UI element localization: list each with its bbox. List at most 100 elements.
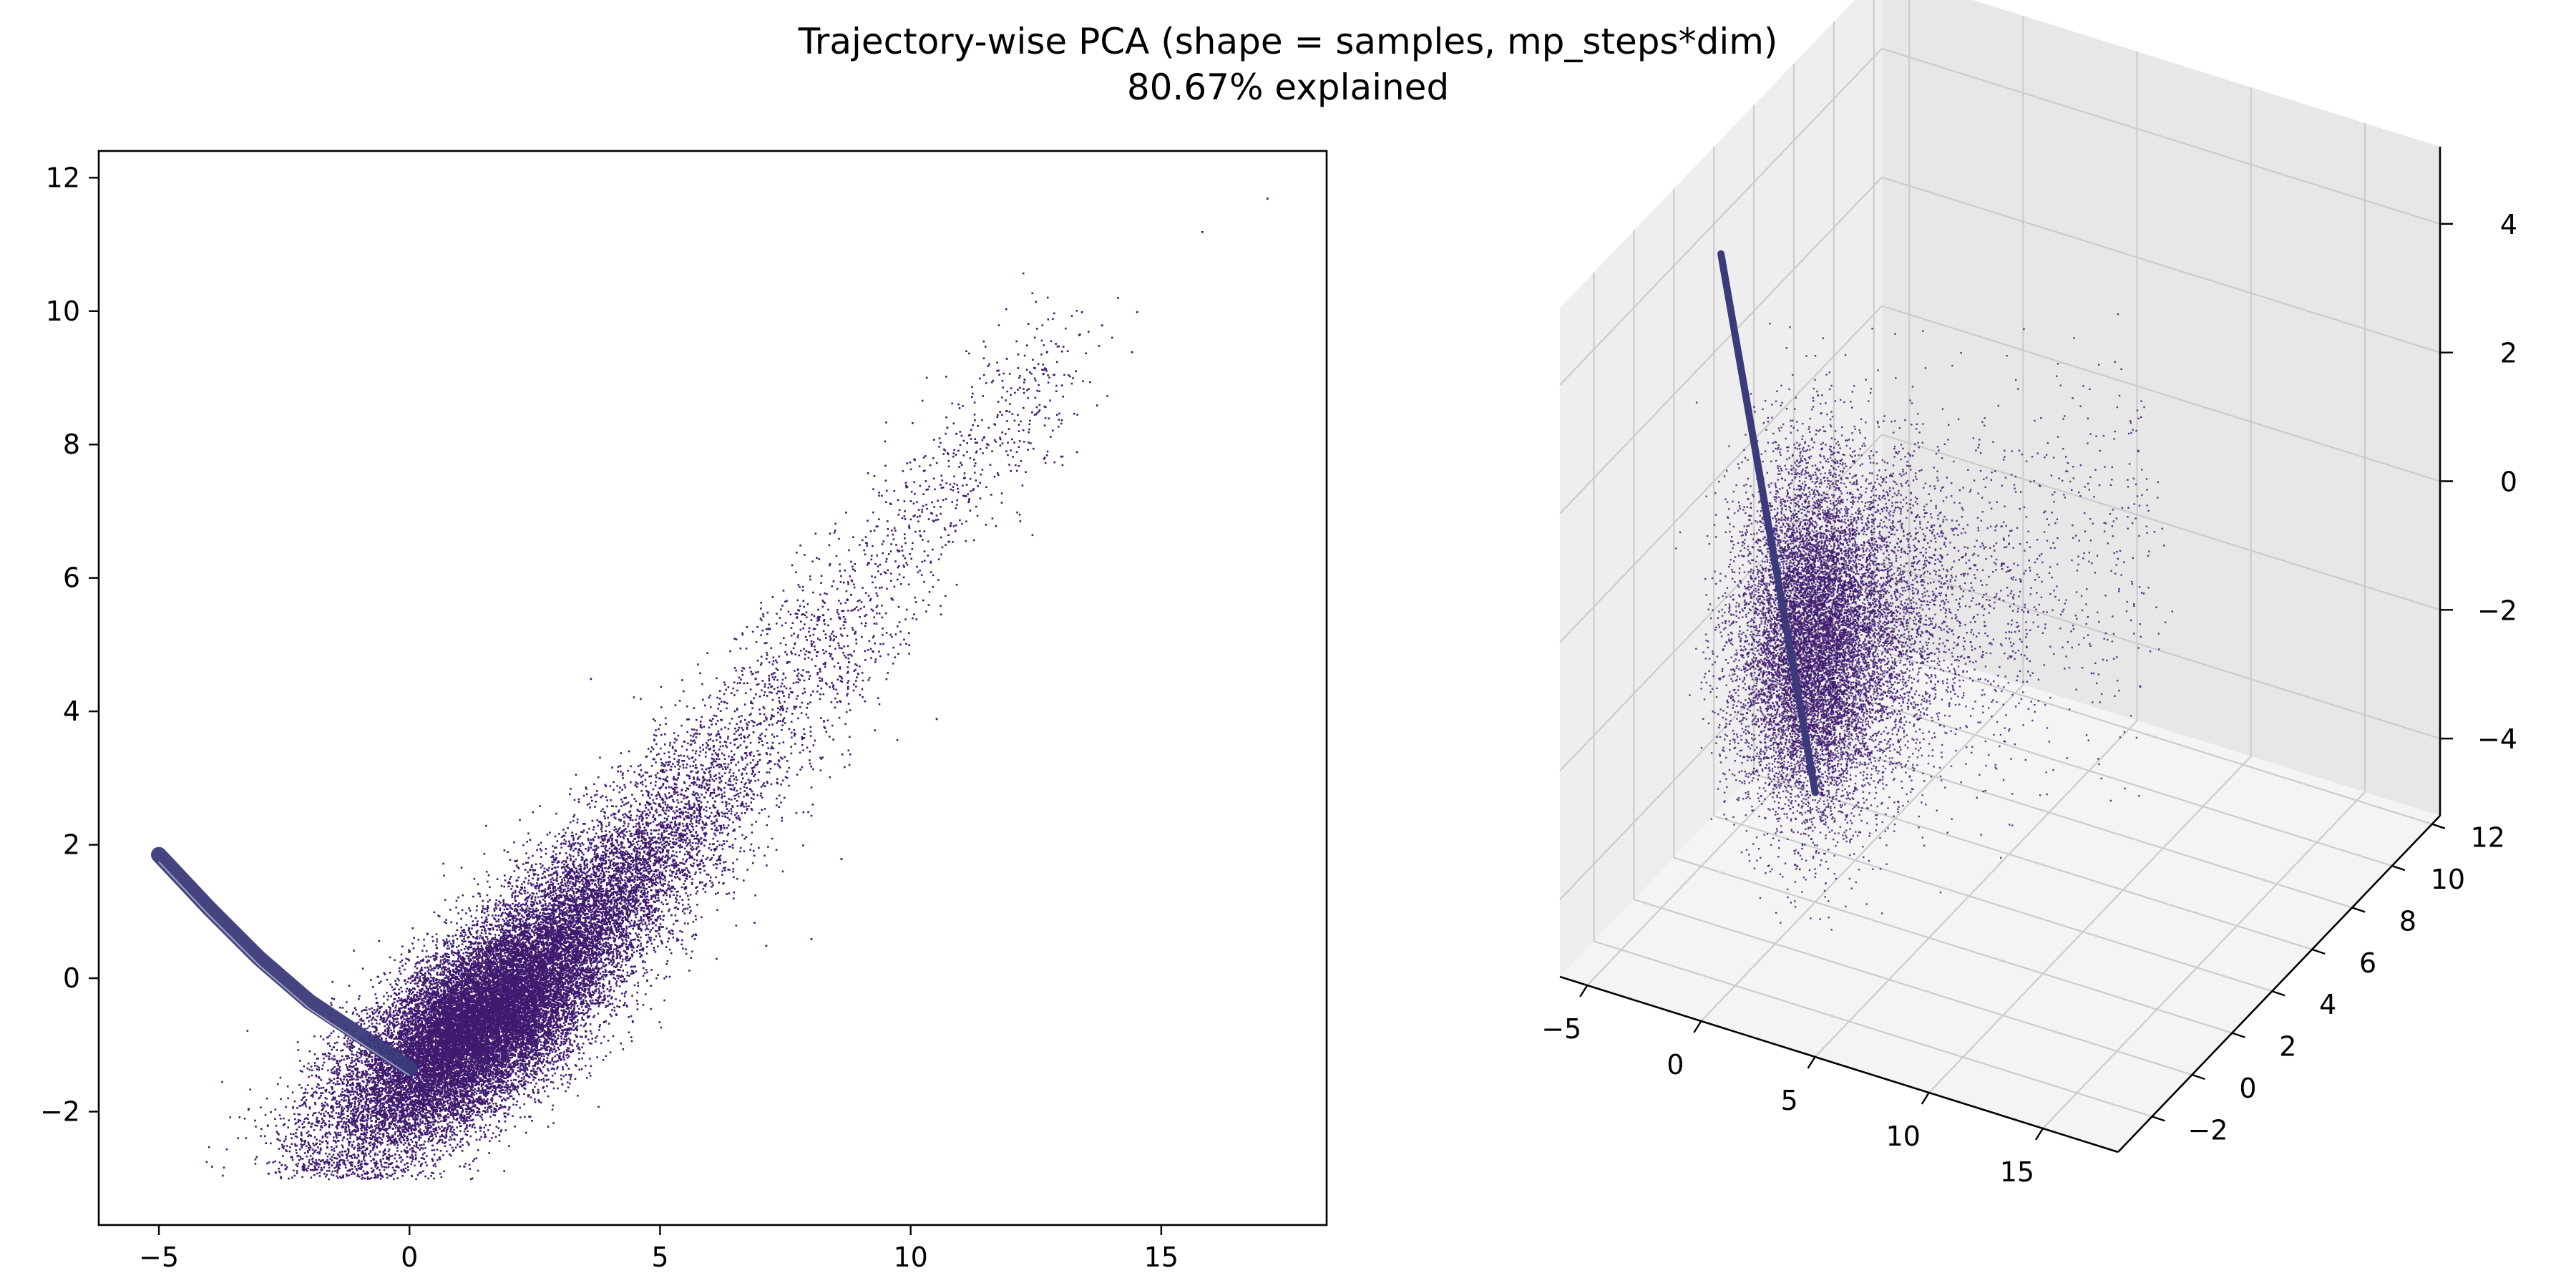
scatter-point — [736, 779, 738, 781]
scatter-point — [552, 851, 555, 853]
scatter-point — [356, 1013, 358, 1015]
scatter-point — [730, 769, 732, 771]
scatter-point — [389, 1148, 391, 1151]
scatter-point — [652, 927, 654, 930]
scatter-point — [802, 628, 804, 630]
scatter-point — [603, 990, 605, 992]
scatter-point — [313, 1113, 315, 1115]
scatter-point — [563, 1023, 565, 1025]
scatter-point — [630, 972, 633, 975]
scatter-point — [531, 884, 533, 887]
scatter-point — [622, 774, 624, 776]
scatter-point — [601, 967, 603, 969]
scatter-point — [674, 812, 676, 814]
scatter-point — [746, 763, 748, 766]
scatter-point — [477, 1114, 479, 1116]
scatter-point — [406, 1156, 409, 1158]
scatter-point — [785, 622, 787, 624]
scatter-point — [779, 743, 781, 745]
scatter-point — [794, 743, 796, 745]
scatter-point — [367, 1178, 369, 1180]
scatter-point — [643, 907, 645, 909]
scatter-point — [545, 853, 547, 855]
scatter-point — [743, 850, 746, 852]
scatter-point — [454, 935, 457, 937]
scatter-point — [602, 948, 604, 950]
scatter-point — [628, 1016, 630, 1018]
scatter-point — [638, 766, 640, 768]
scatter-point — [476, 1158, 478, 1160]
scatter-point — [509, 878, 511, 880]
scatter-point — [476, 905, 478, 907]
scatter-point — [605, 1055, 608, 1058]
scatter-point — [665, 845, 668, 847]
scatter-point — [320, 1129, 322, 1131]
scatter-point — [306, 1106, 308, 1108]
scatter-point — [586, 962, 588, 965]
scatter-point — [648, 899, 650, 902]
scatter-point — [455, 1146, 457, 1148]
scatter-point — [476, 1093, 478, 1095]
scatter-point — [477, 1149, 479, 1151]
scatter-point — [889, 634, 892, 636]
scatter-point — [510, 888, 512, 890]
scatter-point — [605, 871, 608, 873]
scatter-point — [758, 723, 760, 725]
scatter-point — [399, 967, 401, 970]
scatter-point — [479, 895, 482, 897]
scatter-point — [648, 923, 650, 925]
scatter-point — [414, 972, 416, 974]
scatter-point — [298, 1049, 300, 1051]
scatter-point — [512, 903, 514, 905]
scatter-point — [361, 1161, 363, 1163]
scatter-point — [732, 688, 734, 690]
scatter-point — [407, 997, 409, 1000]
scatter-point — [394, 1131, 396, 1133]
scatter-point — [535, 1101, 537, 1103]
scatter-point — [793, 682, 795, 684]
scatter-point — [285, 1138, 287, 1141]
scatter-point — [265, 1142, 267, 1144]
scatter-point — [780, 801, 782, 804]
scatter-point — [570, 962, 572, 964]
scatter-point — [683, 767, 685, 769]
scatter-point — [314, 1053, 316, 1055]
scatter-point — [838, 600, 840, 602]
scatter-point — [763, 855, 766, 857]
scatter-point — [732, 784, 734, 786]
scatter-point — [405, 1168, 407, 1170]
scatter-point — [809, 701, 811, 703]
scatter-point — [308, 1076, 310, 1078]
scatter-point — [788, 611, 790, 613]
scatter-point — [550, 1020, 552, 1022]
scatter-point — [316, 1173, 318, 1175]
scatter-point — [487, 1129, 489, 1131]
scatter-point — [774, 688, 776, 691]
scatter-point — [613, 858, 615, 860]
scatter-point — [844, 645, 846, 648]
scatter-point — [628, 944, 630, 946]
scatter-point — [323, 1173, 326, 1175]
scatter-point — [399, 962, 401, 964]
scatter-point — [601, 831, 603, 833]
scatter-point — [433, 1178, 435, 1180]
scatter-point — [454, 961, 456, 963]
scatter-point — [780, 686, 782, 688]
scatter-point — [626, 831, 628, 833]
scatter-point — [500, 931, 502, 933]
scatter-point — [712, 779, 714, 781]
scatter-point — [567, 1004, 570, 1006]
scatter-point — [693, 934, 695, 936]
scatter-point — [287, 1126, 289, 1128]
scatter-point — [635, 819, 637, 821]
scatter-point — [801, 766, 804, 769]
scatter-point — [635, 785, 637, 787]
scatter-point — [434, 997, 436, 999]
scatter-point — [780, 609, 782, 611]
scatter-point — [348, 1057, 351, 1059]
scatter-point — [758, 812, 761, 814]
scatter-point — [688, 854, 691, 856]
scatter-point — [414, 1133, 416, 1135]
scatter-point — [621, 789, 623, 791]
